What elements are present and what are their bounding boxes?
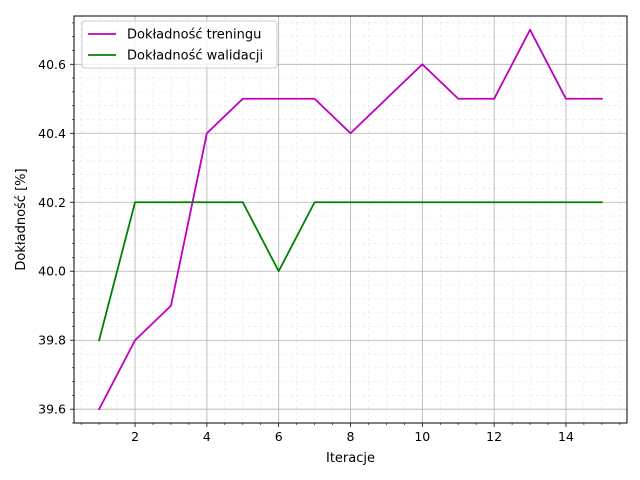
series-1-point: [493, 201, 495, 203]
series-0-point: [314, 98, 316, 100]
series-line-0: [97, 28, 603, 411]
legend: Dokładność treningu Dokładność walidacji: [81, 20, 278, 69]
y-tick-label: 40.0: [38, 264, 66, 279]
y-tick-label: 40.2: [38, 195, 66, 210]
legend-label-training: Dokładność treningu: [127, 28, 261, 43]
series-1-point: [134, 201, 136, 203]
y-tick-label: 39.6: [38, 402, 66, 417]
series-0-point: [206, 132, 208, 134]
series-0-point: [529, 29, 531, 31]
series-1-point: [278, 270, 280, 272]
series-line-1: [98, 201, 603, 342]
x-axis-label: Iteracje: [326, 451, 375, 466]
series-1-point: [529, 201, 531, 203]
series-0-point: [134, 339, 136, 341]
x-tick-label: 14: [558, 429, 574, 444]
legend-box: [81, 20, 278, 69]
series-0-point: [242, 98, 244, 100]
series-1-point: [421, 201, 423, 203]
series-1-point: [601, 201, 603, 203]
series-1-point: [242, 201, 244, 203]
x-tick-label: 2: [131, 429, 139, 444]
series-layer: [97, 28, 603, 411]
y-axis-label: Dokładność [%]: [14, 168, 29, 270]
x-tick-label: 6: [275, 429, 283, 444]
x-tick-label: 10: [414, 429, 430, 444]
y-tick-label: 40.4: [38, 126, 66, 141]
legend-label-validation: Dokładność walidacji: [127, 49, 263, 64]
series-0-point: [278, 98, 280, 100]
series-0-point: [386, 98, 388, 100]
series-1-point: [386, 201, 388, 203]
series-0-point: [493, 98, 495, 100]
y-tick-label: 40.6: [38, 57, 66, 72]
series-0-point: [565, 98, 567, 100]
y-tick-label: 39.8: [38, 333, 66, 348]
series-1-point: [350, 201, 352, 203]
x-tick-label: 12: [486, 429, 502, 444]
x-tick-label: 8: [347, 429, 355, 444]
series-0-point: [601, 98, 603, 100]
series-1-point: [170, 201, 172, 203]
series-0-point: [421, 63, 423, 65]
series-0-point: [170, 305, 172, 307]
series-1-point: [206, 201, 208, 203]
series-0-point: [457, 98, 459, 100]
axis-ticks: 2 4 6 8 10 12 14 39.6 39.8 40.0 40.2 40.4 40.6: [38, 22, 621, 444]
series-0-point: [350, 132, 352, 134]
series-1-point: [314, 201, 316, 203]
series-1-point: [457, 201, 459, 203]
series-1-point: [565, 201, 567, 203]
series-1-point: [98, 339, 100, 341]
series-0-point: [98, 408, 100, 410]
x-tick-label: 4: [203, 429, 211, 444]
